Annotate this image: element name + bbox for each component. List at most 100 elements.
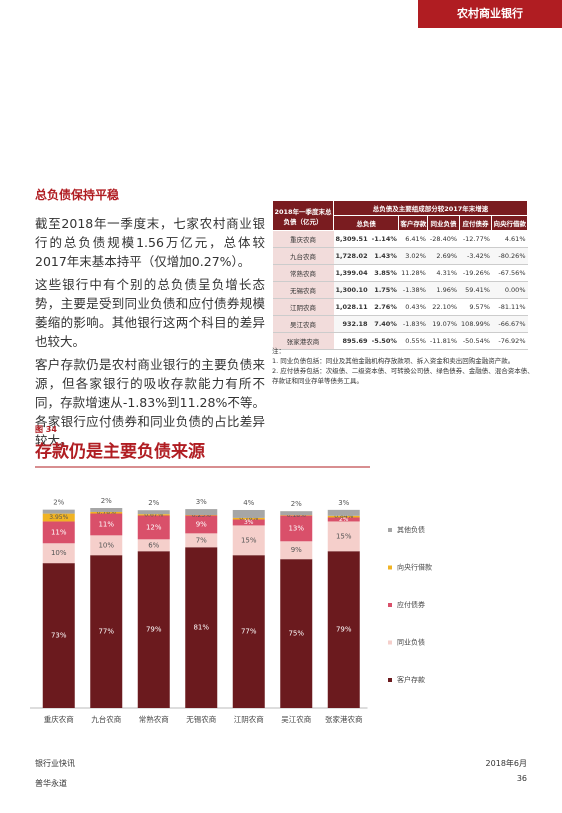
table-cell: 1.75% [369,281,399,299]
table-cell: 932.18 [333,315,370,333]
x-tick-label: 吴江农商 [281,714,311,724]
bar-segment [232,509,265,518]
bar-segment [137,514,170,516]
page-number: 36 [516,774,527,783]
footer-left-bottom: 普华永道 [35,779,67,788]
legend-label: 向央行借款 [397,563,432,572]
bar-segment [90,513,123,536]
paragraph: 客户存款仍是农村商业银行的主要负债来源，但各家银行的吸收存款能力有所不同，存款增… [35,357,265,448]
table-header: 2018年一季度末总负债（亿元） [272,200,334,231]
table-cell: 4.31% [427,264,460,282]
x-tick-label: 张家港农商 [325,714,363,724]
table-cell: 2.76% [369,298,399,316]
bar-segment [232,517,265,520]
data-label: 75% [288,630,304,638]
table-cell: 4.61% [491,230,528,248]
table-subheader: 同业负债 [427,215,460,231]
bar-segment [327,517,360,522]
bar-segment [280,515,313,542]
note: 1. 同业负债包括：同业及其他金融机构存放款项、拆入资金和卖出回购金融资产款。 [272,357,515,365]
table-cell: -28.40% [427,230,460,248]
bar-segment [232,519,265,526]
data-label: 6% [148,541,159,549]
table-cell: -1.83% [398,315,428,333]
data-label: 7% [196,536,207,544]
paragraph: 截至2018年一季度末，七家农村商业银行的总负债规模1.56万亿元，总体较201… [35,216,265,269]
bar-segment [42,513,75,522]
data-label: 0.18% [287,512,306,519]
table-cell: 3.85% [369,264,399,282]
table-subheader-row: 总负债 客户存款 同业负债 应付债券 向央行借款 [273,215,528,231]
table-row: 重庆农商 8,309.51 -1.14% 6.41% -28.40% -12.77% 4.6… [272,230,528,248]
data-label: 11% [51,528,67,536]
bar-segment [137,551,170,708]
table-cell: 1,028.11 [333,298,370,316]
table-cell: 22.10% [427,298,460,316]
table-cell: -12.77% [459,230,492,248]
table-cell: -5.50% [369,332,399,350]
data-label: 10% [98,541,114,549]
data-label: 3% [244,519,254,526]
data-label: 15% [336,532,352,540]
table-row: 张家港农商 895.69 -5.50% 0.55% -11.81% -50.54% -76.… [272,332,528,350]
bar-segment [185,515,218,516]
table-cell: 6.41% [398,230,428,248]
table-cell: 9.57% [459,298,492,316]
table-cell: -19.26% [459,264,492,282]
bar-segment [280,511,313,516]
legend-swatch [388,528,392,532]
data-label: 0.67% [144,511,163,518]
data-label: 2% [101,497,112,505]
table-cell: 常熟农商 [272,264,334,282]
data-table: 2018年一季度末总负债（亿元） 总负债及主要组成部分较2017年末增速 总负债… [272,200,528,350]
bar-segment [137,515,170,540]
notes: 注： 1. 同业负债包括：同业及其他金融机构存放款项、拆入资金和卖出回购金融资产款… [272,346,534,386]
chart: 存款仍是主要负债来源 73% 10% 11% 3.95% 2% 重庆农商 77% 10% 11%… [30,441,432,724]
data-label: 0.78% [239,515,258,522]
table-cell: -11.81% [427,332,460,350]
bar-segment [280,541,313,560]
bar-segment [327,509,360,516]
table-cell: 江阴农商 [272,298,334,316]
data-label: 3% [196,498,207,506]
table-subheader: 客户存款 [398,215,429,231]
footer-date: 2018年6月 [485,759,527,768]
table-cell: 重庆农商 [272,230,334,248]
table-subheader: 总负债 [332,215,400,231]
bar-segment [90,508,123,512]
table-cell: -81.11% [491,298,528,316]
table-cell: 1.96% [427,281,460,299]
table-cell: -1.38% [398,281,428,299]
legend-swatch [388,640,392,645]
table-cell: 1.43% [369,247,399,265]
data-label: 2% [148,499,159,507]
section-title: 总负债保持平稳 [35,188,120,202]
table-subheader: 向央行借款 [491,215,528,231]
table-cell: 0.43% [398,298,428,316]
note: 2. 应付债券包括：次级债、二级资本债、可转换公司债、绿色债券、金融债、混合资本… [272,367,534,385]
table-row: 常熟农商 1,399.04 3.85% 11.28% 4.31% -19.26% -67.5… [272,264,528,282]
header-tag: 农村商业银行 [418,0,562,28]
legend-label: 其他负债 [397,525,425,534]
table-cell: 59.41% [459,281,492,299]
bar-segment [327,515,360,518]
x-tick-label: 九台农商 [91,714,121,724]
bar-segment [42,563,75,708]
table-cell: 1,300.10 [333,281,370,299]
figure-label: 图 34 [35,425,57,434]
data-label: 77% [241,628,257,636]
table-cell: 1,399.04 [333,264,370,282]
table-cell: 8,309.51 [333,230,370,248]
bar-segment [185,533,218,548]
table-cell: -67.56% [491,264,528,282]
bar-segment [90,535,123,556]
bar-segment [185,515,218,534]
table-subheader: 应付债券 [458,215,493,231]
table-cell: 0.00% [491,281,528,299]
table-row: 吴江农商 932.18 7.40% -1.83% 19.07% 108.99% -66.67… [272,315,528,333]
bar-segment [90,555,123,708]
bar-segment [232,555,265,708]
table-cell: -1.14% [369,230,399,248]
data-label: 77% [98,628,114,636]
